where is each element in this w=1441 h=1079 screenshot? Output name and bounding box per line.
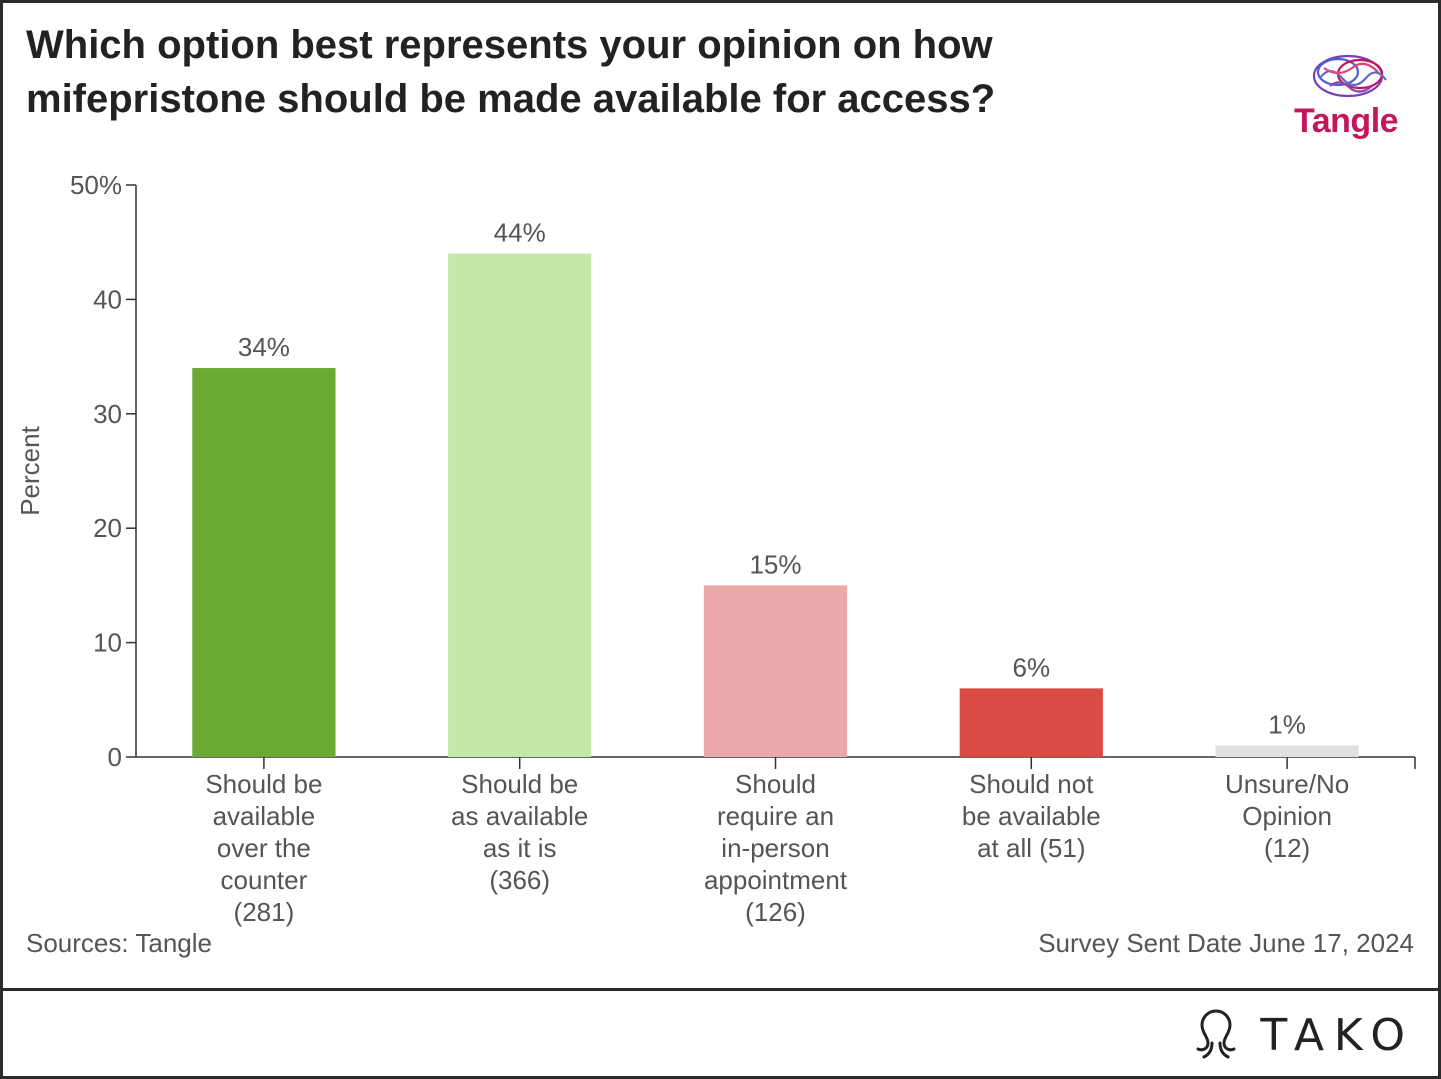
x-tick-label-line: Should be	[205, 769, 322, 799]
bar	[959, 688, 1103, 757]
bar	[448, 253, 592, 757]
y-tick-label: 20	[93, 513, 122, 543]
bar	[192, 368, 336, 757]
x-tick-label: Should require an in-person appointment (126…	[704, 769, 848, 927]
chart-title: Which option best represents your opinio…	[26, 23, 996, 121]
x-tick-label-line: at all (51)	[977, 833, 1085, 863]
x-tick-label-line: require an	[717, 801, 834, 831]
x-tick-label-line: as it is	[483, 833, 557, 863]
y-tick-label: 10	[93, 628, 122, 658]
x-tick-label-line: counter	[221, 865, 308, 895]
y-tick-label: 30	[93, 399, 122, 429]
x-tick-label-line: appointment	[704, 865, 848, 895]
bar-value-label: 15%	[749, 549, 801, 579]
x-tick-label-line: Should be	[461, 769, 578, 799]
footer-divider	[0, 988, 1441, 991]
bar-value-label: 6%	[1013, 652, 1051, 682]
tangle-logo-text: Tangle	[1294, 102, 1399, 140]
x-tick-label-line: in-person	[721, 833, 829, 863]
x-tick-label-line: (281)	[234, 897, 295, 927]
bar	[703, 585, 848, 757]
x-tick-label-line: as available	[451, 801, 588, 831]
x-tick-label: Should be available over the counter (281)	[205, 769, 322, 927]
y-tick-label: 0	[108, 742, 122, 772]
x-tick-label-line: Should not	[969, 769, 1094, 799]
y-axis-label: Percent	[15, 425, 45, 515]
x-tick-label-line: (126)	[745, 897, 806, 927]
brain-icon	[1312, 54, 1387, 98]
tako-brand-text: TAKO	[1260, 1009, 1415, 1061]
x-tick-label-line: Unsure/No	[1225, 769, 1349, 799]
x-tick-label-line: (12)	[1264, 833, 1310, 863]
survey-date-note: Survey Sent Date June 17, 2024	[1038, 928, 1414, 958]
x-tick-label: Should not be available at all (51)	[962, 769, 1101, 863]
x-tick-label-line: Should	[735, 769, 816, 799]
x-tick-label: Unsure/No Opinion (12)	[1225, 769, 1349, 863]
bar-value-label: 1%	[1268, 710, 1306, 740]
x-tick-label-line: be available	[962, 801, 1101, 831]
y-tick-label: 40	[93, 284, 122, 314]
x-tick-label-line: over the	[217, 833, 311, 863]
bar-value-label: 44%	[494, 218, 546, 248]
tako-brand: TAKO	[1190, 1006, 1415, 1064]
x-tick-label-line: available	[213, 801, 316, 831]
tako-octopus-icon	[1196, 1009, 1236, 1059]
bar-value-label: 34%	[238, 332, 290, 362]
x-tick-label: Should be as available as it is (366)	[451, 769, 588, 895]
x-tick-label-line: Opinion	[1242, 801, 1332, 831]
bar	[1215, 745, 1359, 757]
x-tick-label-line: (366)	[489, 865, 550, 895]
source-note: Sources: Tangle	[26, 928, 212, 958]
y-tick-label: 50%	[70, 170, 122, 200]
